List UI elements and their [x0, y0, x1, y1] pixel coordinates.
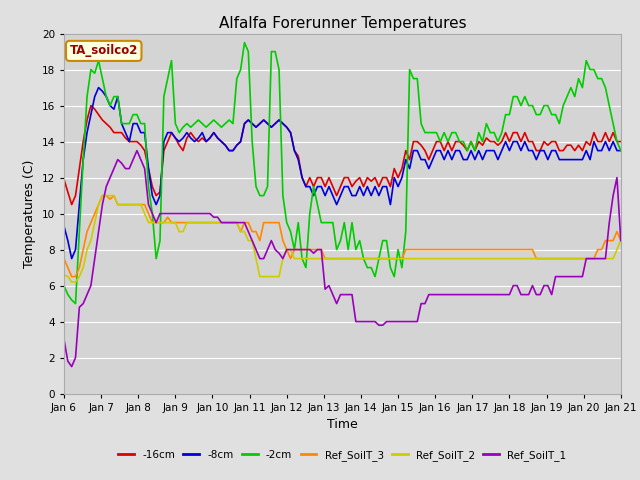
- Legend: -16cm, -8cm, -2cm, Ref_SoilT_3, Ref_SoilT_2, Ref_SoilT_1: -16cm, -8cm, -2cm, Ref_SoilT_3, Ref_Soil…: [114, 445, 571, 465]
- Title: Alfalfa Forerunner Temperatures: Alfalfa Forerunner Temperatures: [219, 16, 466, 31]
- Y-axis label: Temperatures (C): Temperatures (C): [23, 159, 36, 268]
- Text: TA_soilco2: TA_soilco2: [70, 44, 138, 58]
- X-axis label: Time: Time: [327, 418, 358, 431]
